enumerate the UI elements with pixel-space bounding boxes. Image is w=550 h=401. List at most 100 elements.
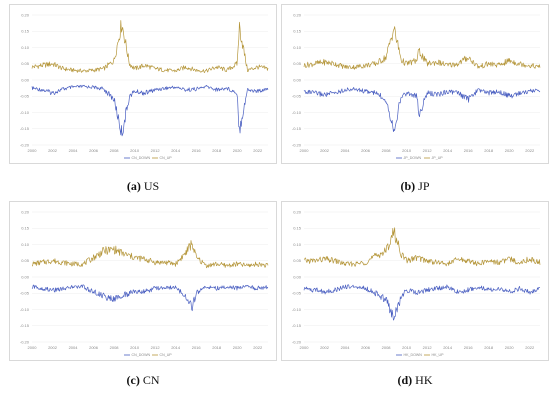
x-tick-label: 2012 [423,345,433,350]
y-tick-label: 0.05 [21,258,30,263]
y-tick-label: -0.05 [20,94,30,99]
x-tick-label: 2002 [48,345,58,350]
x-tick-label: 2020 [505,148,515,153]
y-tick-label: 0.15 [21,29,30,34]
chart-frame-cn: 0.20 0.15 0.10 0.05 0.00 -0.05 -0.10 -0.15 -0.20… [9,201,277,361]
caption-letter: (a) [126,179,141,193]
legend-label: CN_DOWN [132,156,151,160]
x-tick-label: 2014 [171,345,181,350]
x-tick-label: 2022 [525,345,535,350]
series-line-jp-up [303,26,541,70]
y-tick-label: 0.00 [293,77,302,82]
caption-name: JP [418,179,430,193]
x-tick-label: 2010 [130,345,140,350]
y-tick-label: -0.15 [20,126,30,131]
x-tick-label: 2020 [233,148,243,153]
y-tick-label: -0.10 [20,110,30,115]
x-tick-label: 2000 [300,148,310,153]
caption-cn: (c) CN [9,373,277,388]
y-tick-label: 0.00 [293,274,302,279]
series-line-cn-up [31,240,269,269]
x-tick-label: 2022 [253,345,263,350]
x-tick-label: 2018 [484,345,494,350]
x-tick-label: 2016 [192,148,202,153]
y-tick-label: 0.10 [293,45,302,50]
legend-label: HK_DOWN [404,353,423,357]
x-tick-label: 2002 [320,148,330,153]
caption-jp: (b) JP [281,179,549,194]
chart-legend: JP_DOWN JP_UP [396,156,443,160]
x-tick-label: 2016 [464,345,474,350]
x-tick-label: 2012 [151,148,161,153]
caption-hk: (d) HK [281,373,549,388]
y-tick-label: 0.15 [293,29,302,34]
x-tick-label: 2000 [300,345,310,350]
y-tick-label: 0.15 [21,226,30,231]
series-line-jp-down [303,86,541,133]
x-tick-label: 2010 [402,345,412,350]
y-tick-label: 0.20 [21,209,30,214]
y-tick-label: 0.10 [21,242,30,247]
y-tick-label: -0.10 [20,307,30,312]
x-tick-label: 2000 [28,345,38,350]
line-chart-hk: 0.20 0.15 0.10 0.05 0.00 -0.05 -0.10 -0.15 -0.20… [292,209,541,357]
x-tick-label: 2016 [192,345,202,350]
y-tick-label: 0.00 [21,274,30,279]
x-tick-label: 2006 [89,148,99,153]
legend-label: CN_UP [160,353,173,357]
x-tick-label: 2022 [525,148,535,153]
chart-legend: CN_DOWN CN_UP [124,156,172,160]
y-tick-label: 0.05 [293,61,302,66]
line-chart-us: 0.20 0.15 0.10 0.05 0.00 -0.05 -0.10 -0.15 -0.20… [20,12,269,160]
x-tick-label: 2012 [151,345,161,350]
y-tick-label: 0.20 [293,209,302,214]
x-tick-label: 2012 [423,148,433,153]
y-tick-label: -0.15 [20,323,30,328]
series-line-cn-down [31,284,269,312]
x-tick-label: 2018 [212,148,222,153]
x-tick-label: 2002 [48,148,58,153]
x-tick-label: 2008 [382,345,392,350]
y-tick-label: -0.15 [292,323,302,328]
caption-letter: (c) [126,373,140,387]
y-tick-label: -0.10 [292,110,302,115]
x-tick-label: 2010 [402,148,412,153]
chart-frame-hk: 0.20 0.15 0.10 0.05 0.00 -0.05 -0.10 -0.15 -0.20… [281,201,549,361]
y-tick-label: 0.15 [293,226,302,231]
legend-label: JP_DOWN [404,156,422,160]
x-tick-label: 2020 [233,345,243,350]
line-chart-jp: 0.20 0.15 0.10 0.05 0.00 -0.05 -0.10 -0.15 -0.20… [292,12,541,160]
y-tick-label: 0.05 [293,258,302,263]
legend-label: HK_UP [432,353,445,357]
x-tick-label: 2004 [69,345,79,350]
chart-legend: HK_DOWN HK_UP [396,353,444,357]
x-tick-label: 2020 [505,345,515,350]
x-tick-label: 2014 [443,345,453,350]
y-tick-label: -0.20 [292,142,302,147]
x-tick-label: 2014 [171,148,181,153]
chart-frame-jp: 0.20 0.15 0.10 0.05 0.00 -0.05 -0.10 -0.15 -0.20… [281,4,549,164]
chart-legend: CN_DOWN CN_UP [124,353,172,357]
x-tick-label: 2008 [110,148,120,153]
y-tick-label: -0.05 [292,291,302,296]
x-tick-label: 2008 [382,148,392,153]
y-tick-label: 0.05 [21,61,30,66]
x-tick-label: 2016 [464,148,474,153]
y-tick-label: 0.10 [293,242,302,247]
x-tick-label: 2014 [443,148,453,153]
series-line-cn-down [31,84,269,137]
y-tick-label: 0.20 [293,12,302,17]
chart-frame-us: 0.20 0.15 0.10 0.05 0.00 -0.05 -0.10 -0.15 -0.20… [9,4,277,164]
x-tick-label: 2002 [320,345,330,350]
y-tick-label: -0.20 [20,142,30,147]
caption-letter: (d) [397,373,413,387]
line-chart-cn: 0.20 0.15 0.10 0.05 0.00 -0.05 -0.10 -0.15 -0.20… [20,209,269,357]
y-tick-label: -0.05 [20,291,30,296]
y-tick-label: -0.20 [20,339,30,344]
y-tick-label: -0.20 [292,339,302,344]
y-tick-label: 0.00 [21,77,30,82]
x-tick-label: 2018 [212,345,222,350]
x-tick-label: 2006 [361,345,371,350]
x-tick-label: 2022 [253,148,263,153]
y-tick-label: -0.15 [292,126,302,131]
